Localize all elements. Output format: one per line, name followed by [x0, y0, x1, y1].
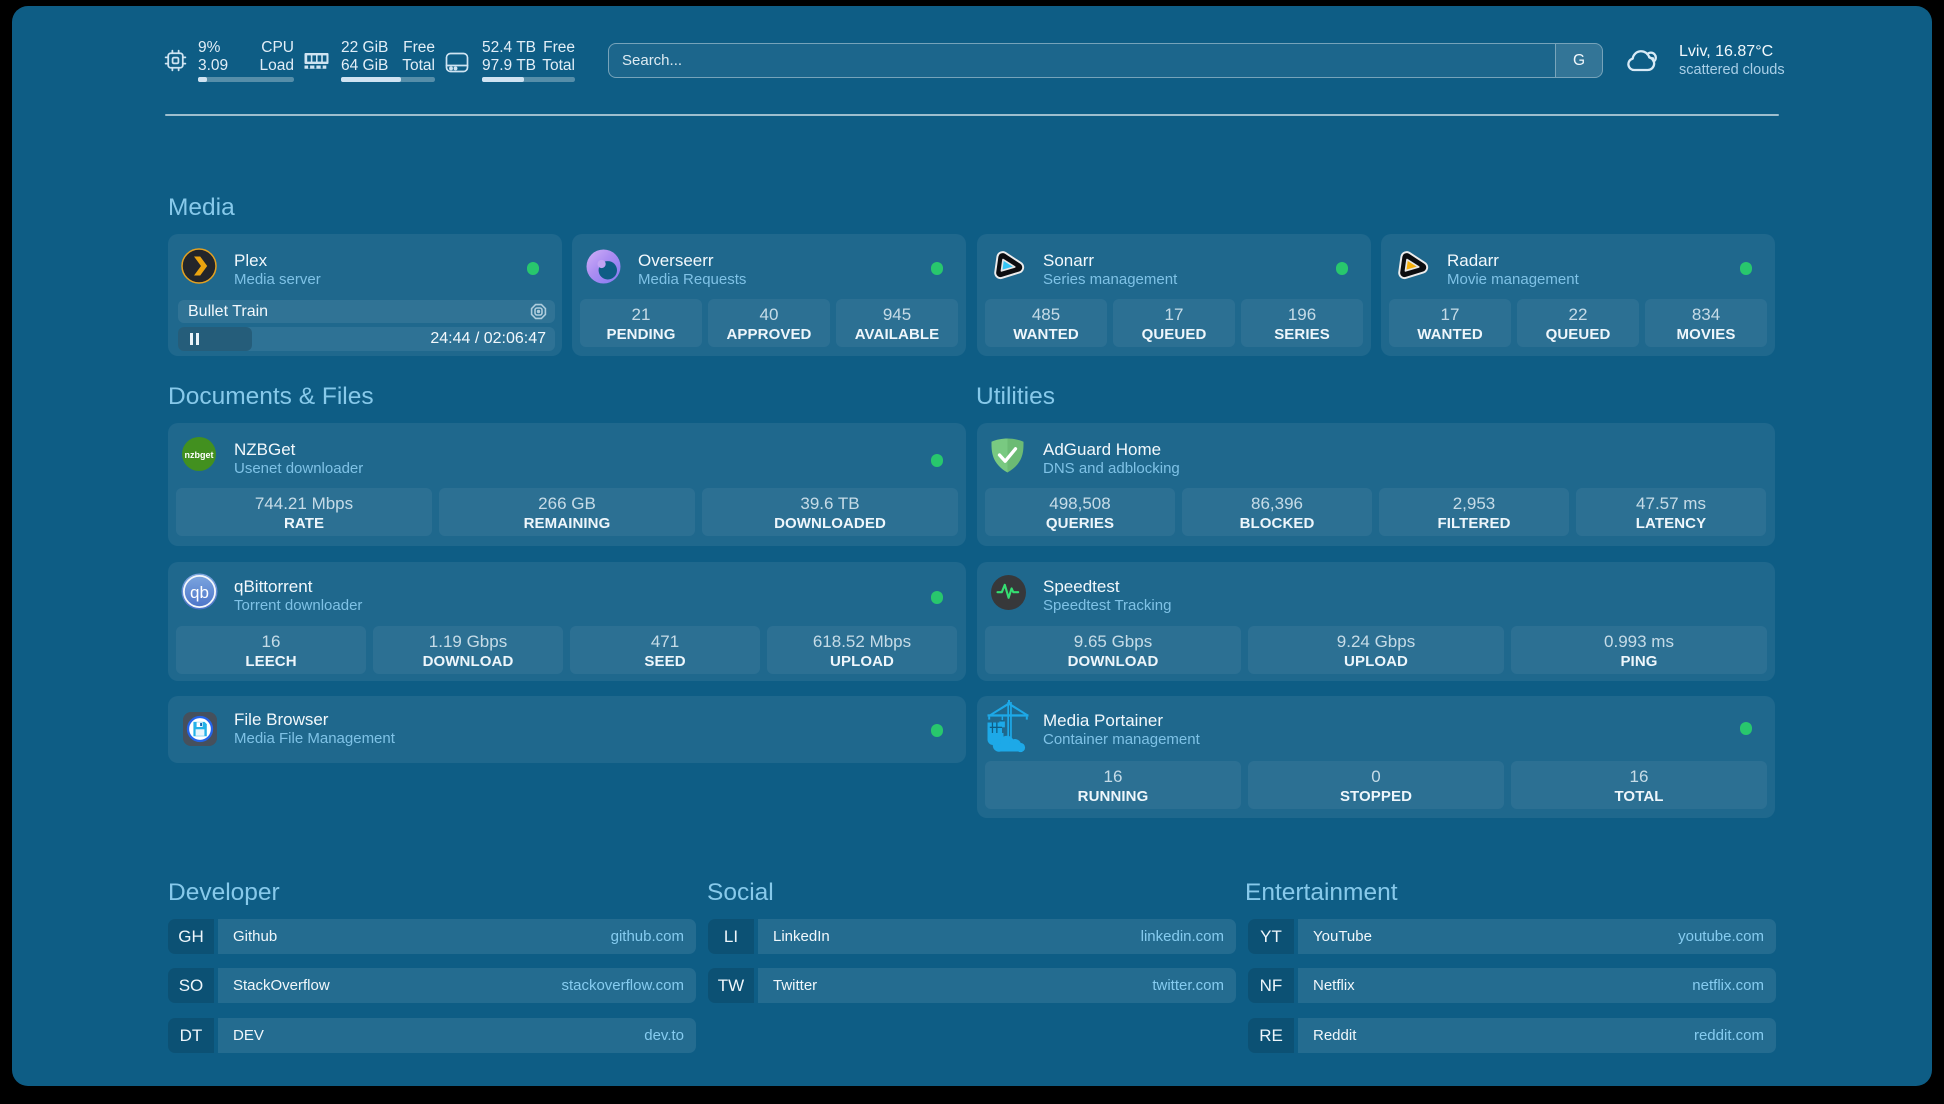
svg-text:nzbget: nzbget	[185, 450, 214, 460]
svg-text:qb: qb	[190, 583, 209, 602]
